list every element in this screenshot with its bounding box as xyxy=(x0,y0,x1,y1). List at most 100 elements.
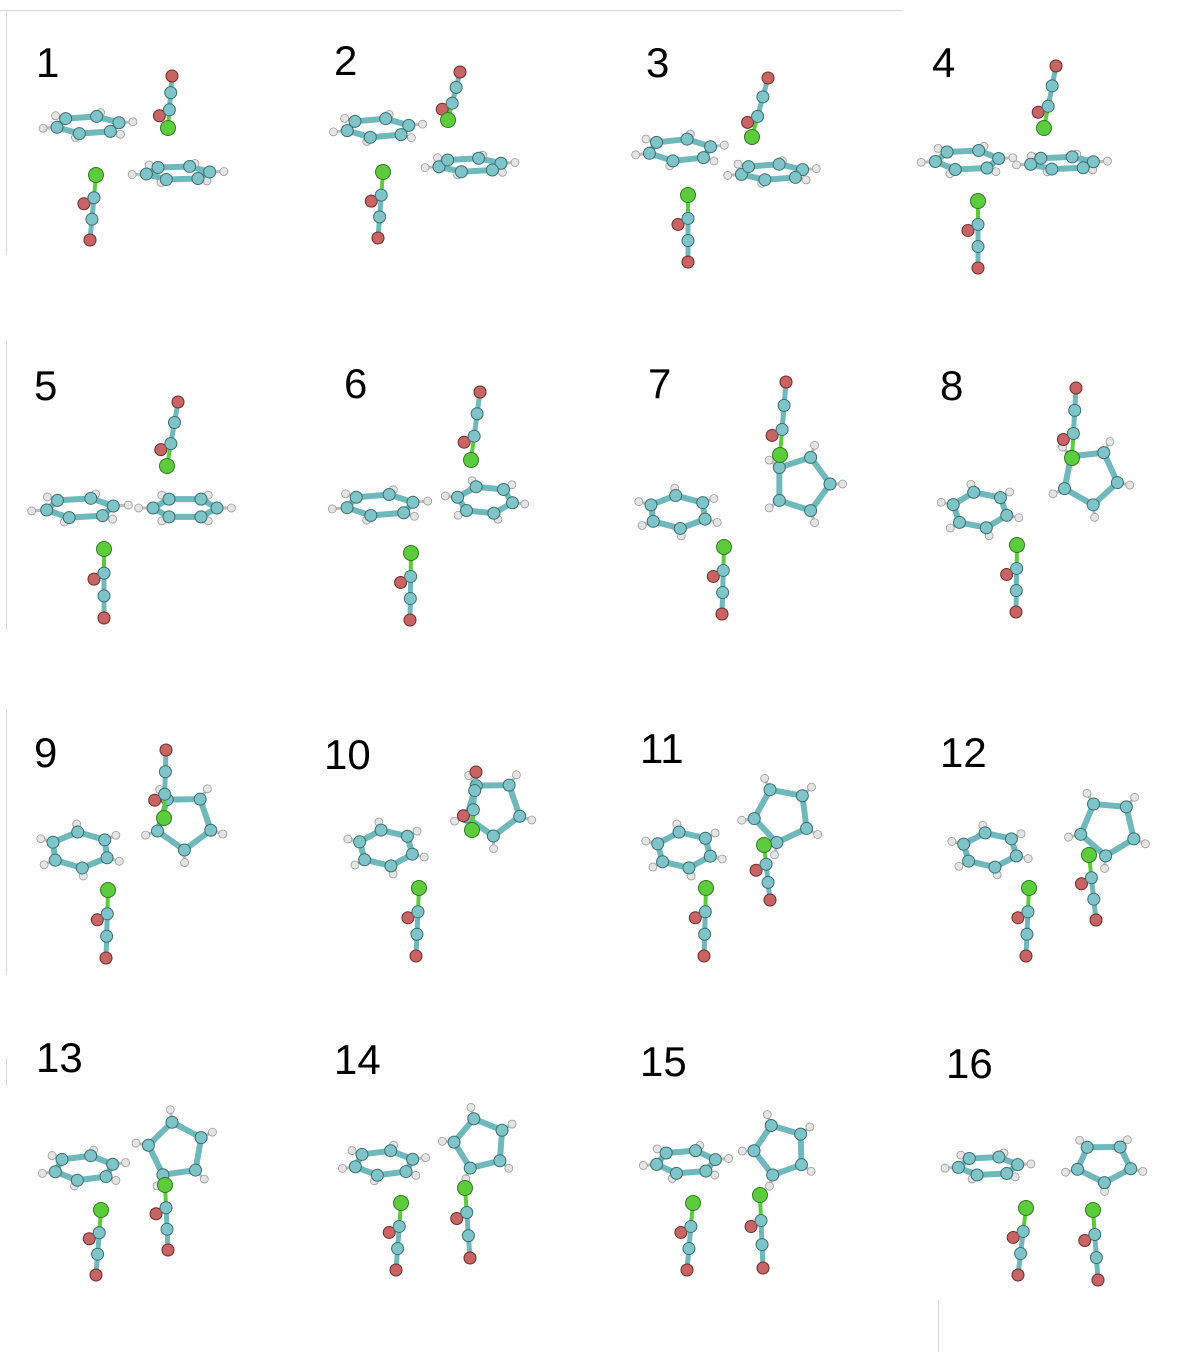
carbon-atom xyxy=(650,135,664,149)
frame-panel: 1 xyxy=(0,10,299,350)
carbon-atom xyxy=(673,521,687,535)
carbon-atom xyxy=(486,829,500,843)
carbon-atom xyxy=(404,569,418,583)
molecule-structure xyxy=(634,375,848,621)
carbon-atom xyxy=(979,521,993,535)
hydrogen-atom xyxy=(440,491,450,501)
oxygen-atom xyxy=(401,911,415,925)
oxygen-atom xyxy=(453,65,467,79)
carbon-atom xyxy=(823,477,837,491)
hydrogen-atom xyxy=(1140,839,1150,849)
carbon-atom xyxy=(940,145,954,159)
carbon-atom xyxy=(106,1157,120,1171)
oxygen-atom xyxy=(90,913,104,927)
carbon-atom xyxy=(358,853,372,867)
hydrogen-atom xyxy=(410,511,419,521)
hydrogen-atom xyxy=(1008,153,1018,163)
hydrogen-atom xyxy=(180,858,189,867)
hydrogen-atom xyxy=(134,503,144,513)
frame-number-label: 15 xyxy=(640,1038,687,1085)
carbon-atom xyxy=(164,86,178,100)
hydrogen-atom xyxy=(1082,788,1092,798)
hydrogen-atom xyxy=(420,163,430,172)
carbon-atom xyxy=(682,861,696,875)
hydrogen-atom xyxy=(637,521,647,530)
carbon-atom xyxy=(189,1163,203,1177)
hydrogen-atom xyxy=(709,494,719,503)
carbon-atom xyxy=(681,211,695,225)
carbon-atom xyxy=(165,1115,179,1129)
carbon-atom xyxy=(646,514,660,528)
oxygen-atom xyxy=(389,1263,403,1277)
carbon-atom xyxy=(164,437,178,451)
frame-panel: 13 xyxy=(0,1005,299,1345)
carbon-atom xyxy=(756,90,770,104)
hydrogen-atom xyxy=(38,123,48,133)
carbon-atom xyxy=(642,146,656,160)
carbon-atom xyxy=(203,165,217,179)
carbon-atom xyxy=(441,153,455,167)
carbon-atom xyxy=(704,140,718,154)
oxygen-atom xyxy=(463,1251,477,1265)
oxygen-atom xyxy=(1078,1234,1092,1247)
hydrogen-atom xyxy=(936,497,946,507)
frame-number-label: 8 xyxy=(940,362,964,409)
carbon-atom xyxy=(967,485,981,499)
frame-line xyxy=(6,1058,7,1086)
hydrogen-atom xyxy=(1064,832,1073,842)
hydrogen-atom xyxy=(719,140,729,150)
carbon-atom xyxy=(493,1154,507,1168)
carbon-atom xyxy=(463,1161,477,1175)
oxygen-atom xyxy=(765,428,779,442)
chlorine-atom xyxy=(1085,1202,1101,1218)
oxygen-atom xyxy=(394,575,408,589)
carbon-atom xyxy=(699,1164,713,1178)
oxygen-atom xyxy=(1000,567,1014,581)
carbon-atom xyxy=(788,170,802,184)
hydrogen-atom xyxy=(36,834,46,844)
carbon-atom xyxy=(1086,155,1100,169)
hydrogen-atom xyxy=(810,518,819,528)
hydrogen-atom xyxy=(1138,1166,1148,1176)
carbon-atom xyxy=(953,515,967,529)
carbon-atom xyxy=(696,151,710,165)
carbon-atom xyxy=(150,824,164,838)
hydrogen-atom xyxy=(510,158,520,167)
chlorine-atom xyxy=(457,1180,473,1196)
carbon-atom xyxy=(194,492,208,506)
carbon-atom xyxy=(449,80,463,94)
carbon-atom xyxy=(151,160,165,174)
frame-number-label: 9 xyxy=(34,729,58,776)
hydrogen-atom xyxy=(764,455,774,465)
oxygen-atom xyxy=(456,809,470,823)
oxygen-atom xyxy=(154,443,168,457)
oxygen-atom xyxy=(371,231,385,245)
oxygen-atom xyxy=(744,1220,758,1234)
hydrogen-atom xyxy=(1105,437,1115,447)
chlorine-atom xyxy=(1036,120,1052,136)
carbon-atom xyxy=(432,160,446,174)
frame-number-label: 10 xyxy=(324,731,371,778)
frame-panel: 16 xyxy=(900,1005,1196,1345)
frame-number-label: 6 xyxy=(344,360,368,407)
hydrogen-atom xyxy=(805,1122,815,1132)
chlorine-atom xyxy=(716,539,732,555)
carbon-atom xyxy=(459,503,473,517)
hydrogen-atom xyxy=(1061,1167,1070,1177)
chlorine-atom xyxy=(680,187,696,203)
carbon-atom xyxy=(1110,476,1124,490)
carbon-atom xyxy=(87,191,101,205)
carbon-atom xyxy=(1011,1158,1025,1172)
carbon-atom xyxy=(159,173,173,187)
frame-line xyxy=(6,10,7,255)
carbon-atom xyxy=(770,836,784,850)
oxygen-atom xyxy=(756,1261,770,1275)
frame-panel: 5 xyxy=(0,335,299,675)
carbon-atom xyxy=(1024,157,1038,171)
frame-number-label: 1 xyxy=(36,39,60,86)
carbon-atom xyxy=(680,132,694,146)
oxygen-atom xyxy=(715,607,729,621)
hydrogen-atom xyxy=(1122,1135,1132,1145)
chlorine-atom xyxy=(393,1195,409,1211)
hydrogen-atom xyxy=(42,492,52,502)
